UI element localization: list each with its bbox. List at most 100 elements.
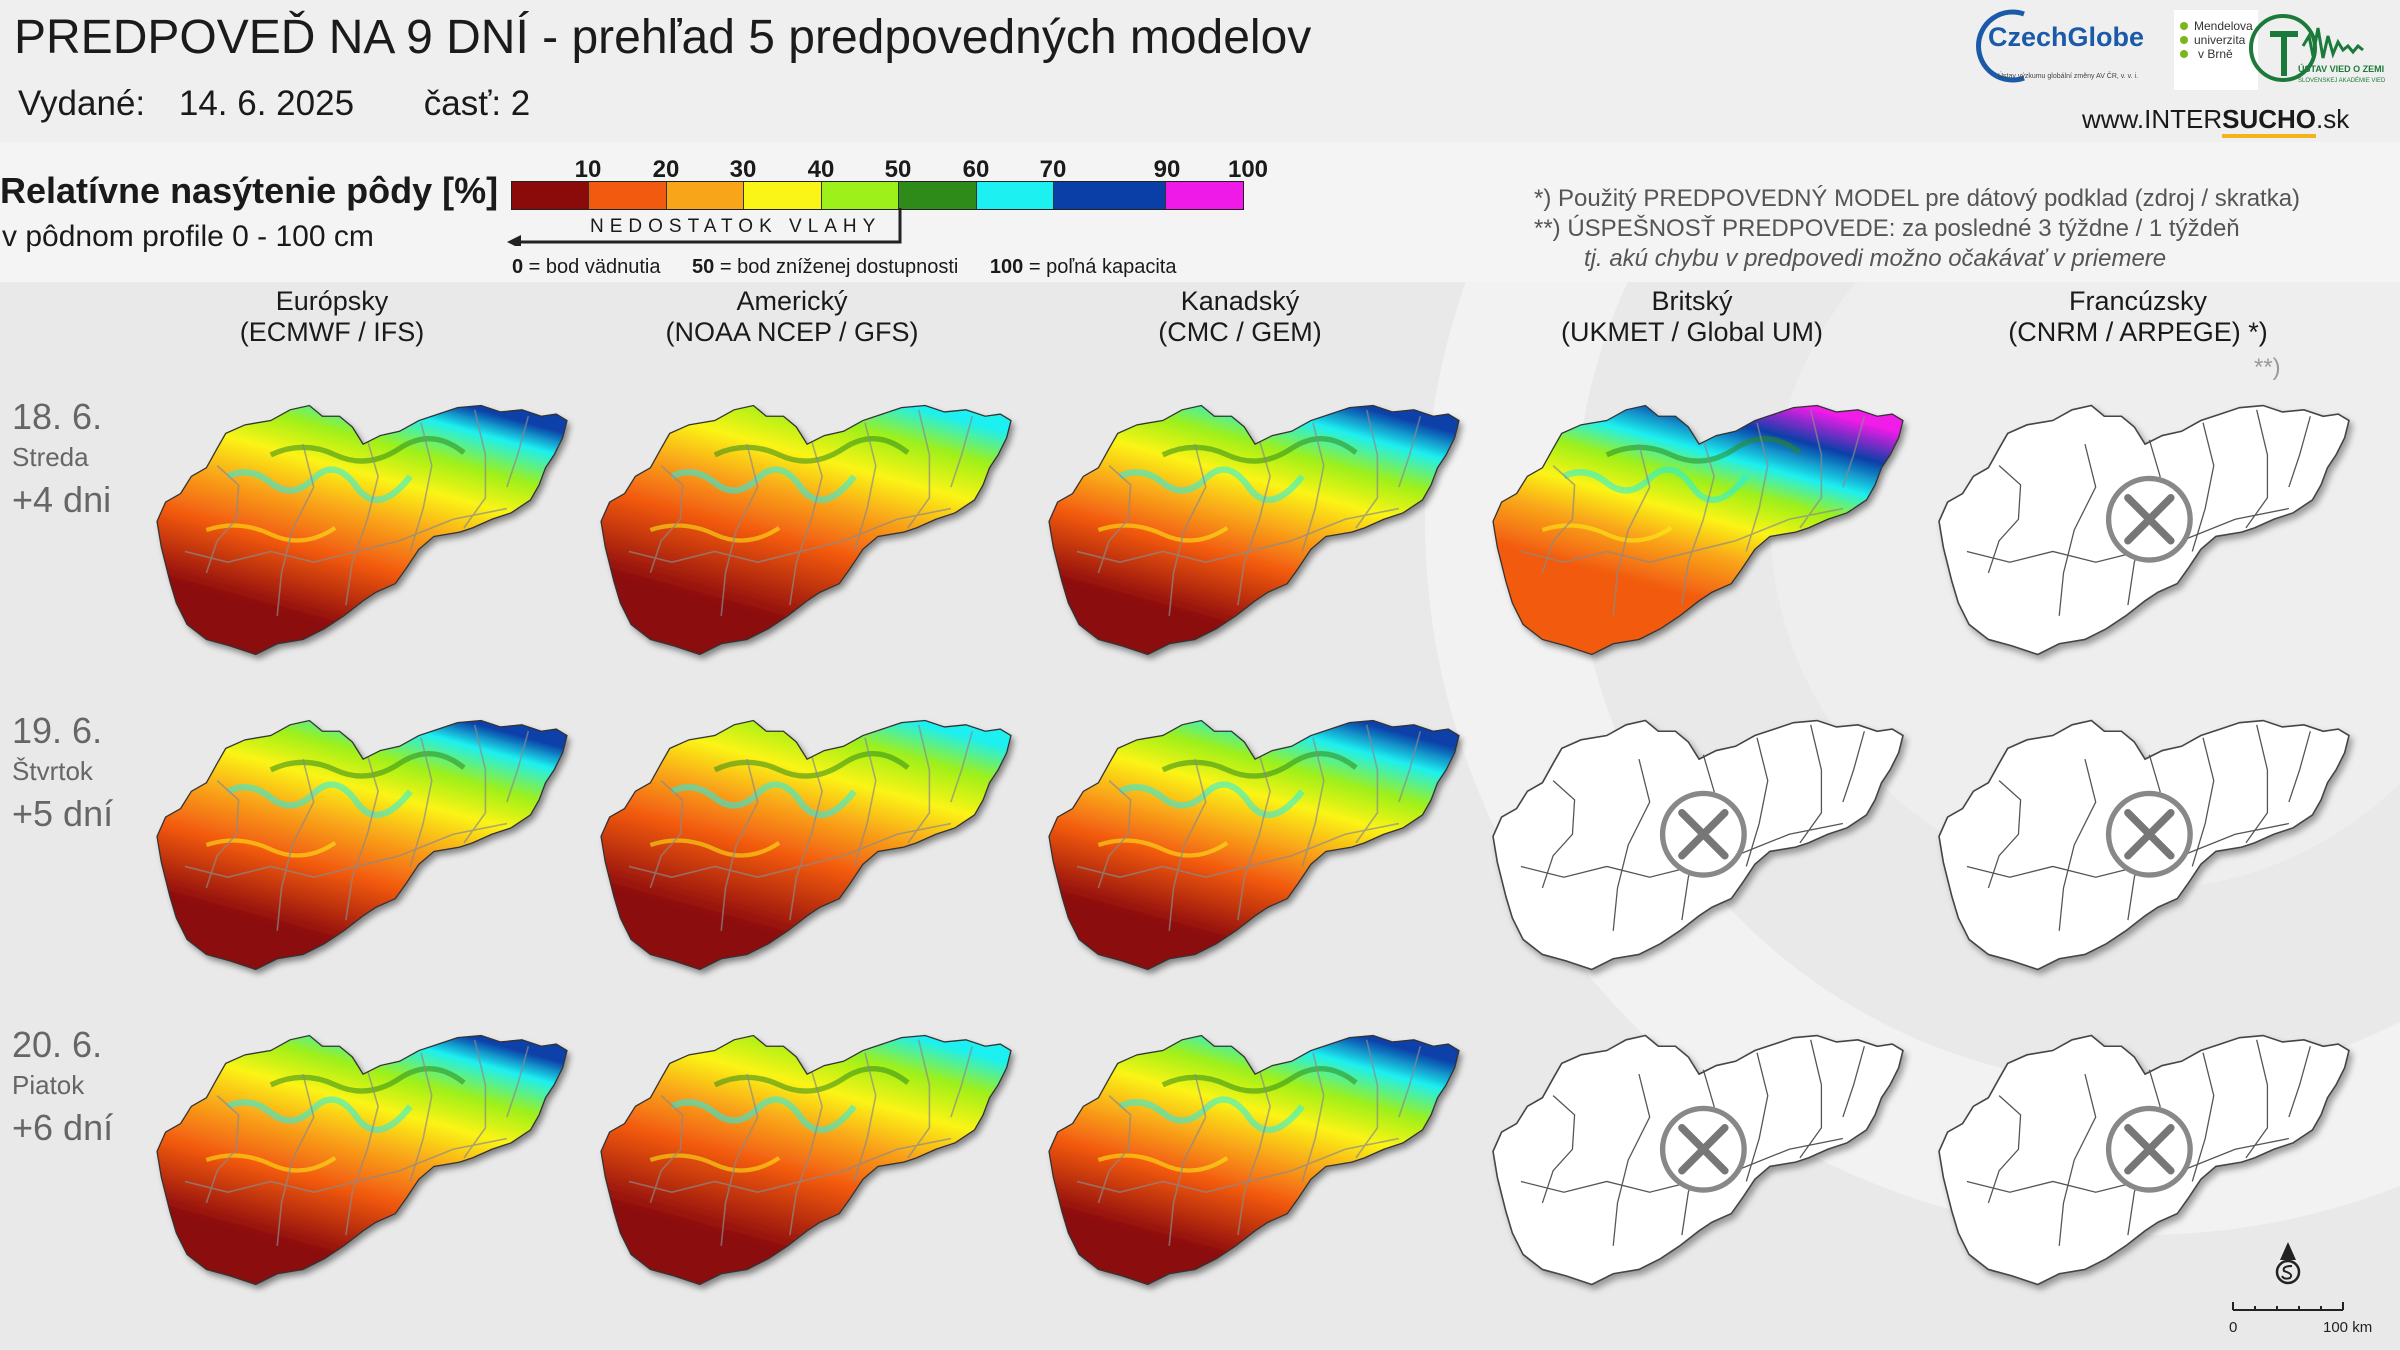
row-weekday: Piatok (12, 1070, 85, 1100)
color-class-90-100 (1166, 182, 1243, 209)
soil-saturation-map (156, 404, 568, 656)
tick-label: 50 (884, 156, 912, 183)
row-lead: +5 dní (12, 793, 114, 834)
column-name: Americký (736, 286, 848, 316)
def100-text: = poľná kapacita (1023, 256, 1177, 278)
czechglobe-text: CzechGlobe (1988, 22, 2144, 52)
unavailable-map (1492, 719, 1904, 971)
color-class-0-10 (512, 182, 589, 209)
tick-label: 30 (729, 156, 757, 183)
column-header-american: Americký (NOAA NCEP / GFS) (612, 286, 972, 348)
column-header-british: Britský (UKMET / Global UM) (1512, 286, 1872, 348)
unavailable-map (1492, 1034, 1904, 1286)
north-arrow-icon (2275, 1242, 2301, 1285)
column-name: Európsky (275, 286, 389, 316)
deficit-label: NEDOSTATOK VLAHY (590, 216, 882, 237)
row-weekday: Streda (12, 442, 89, 472)
color-class-50-60 (899, 182, 977, 209)
ustav-text: ÚSTAV VIED O ZEMI (2298, 63, 2384, 74)
row-weekday: Štvrtok (12, 756, 93, 786)
color-class-40-50 (822, 182, 899, 209)
row-date: 18. 6. (12, 396, 103, 437)
def50-num: 50 (692, 256, 715, 278)
ustav-vied-logo: ÚSTAV VIED O ZEMI SLOVENSKEJ AKADÉMIE VI… (2249, 14, 2386, 84)
column-model: (NOAA NCEP / GFS) (665, 317, 919, 347)
def0-text: = bod vädnutia (523, 256, 661, 278)
issued-info: Vydané: 14. 6. 2025 časť: 2 (18, 84, 554, 124)
row-date: 20. 6. (12, 1024, 103, 1065)
legend-band (0, 142, 2400, 282)
column-name: Kanadský (1180, 286, 1300, 316)
row-label-day1: 18. 6. Streda +4 dni (12, 396, 111, 521)
issued-label: Vydané: (18, 84, 146, 123)
row-label-day2: 19. 6. Štvrtok +5 dní (12, 710, 113, 835)
footnote-accuracy: **) ÚSPEŠNOSŤ PREDPOVEDE: za posledné 3 … (1534, 215, 2240, 242)
def0-num: 0 (512, 256, 524, 278)
footnotes: *) Použitý PREDPOVEDNÝ MODEL pre dátový … (1534, 184, 2300, 274)
soil-saturation-map (156, 1034, 568, 1286)
row-date: 19. 6. (12, 710, 103, 751)
tick-label: 100 (1227, 156, 1269, 183)
def50-text: = bod zníženej dostupnosti (714, 256, 959, 278)
soil-saturation-map (156, 719, 568, 971)
color-scale-bar (511, 181, 1244, 210)
color-class-30-40 (744, 182, 822, 209)
tick-label: 40 (807, 156, 835, 183)
soil-saturation-map (600, 1034, 1012, 1286)
column-header-canadian: Kanadský (CMC / GEM) (1060, 286, 1420, 348)
unavailable-x-icon (2105, 790, 2193, 878)
scale-zero: 0 (2229, 1319, 2237, 1336)
color-class-20-30 (667, 182, 744, 209)
deficit-arrow (507, 208, 902, 246)
color-class-60-70 (977, 182, 1054, 209)
ustav-subtext: SLOVENSKEJ AKADÉMIE VIED (2298, 77, 2386, 84)
row-lead: +6 dní (12, 1107, 114, 1148)
row-lead: +4 dni (12, 479, 112, 520)
color-class-10-20 (589, 182, 667, 209)
soil-saturation-map (600, 719, 1012, 971)
mendel-line2: univerzita (2194, 33, 2246, 47)
mendel-logo: Mendelova univerzita v Brně (2174, 10, 2258, 90)
soil-saturation-map (600, 404, 1012, 656)
url-suffix: .sk (2316, 104, 2350, 134)
scale-definitions: 0 = bod vädnutia 50 = bod zníženej dostu… (512, 256, 1202, 279)
legend-subtitle: v pôdnom profile 0 - 100 cm (2, 220, 374, 253)
row-label-day3: 20. 6. Piatok +6 dní (12, 1024, 113, 1149)
column-model: (CMC / GEM) (1158, 317, 1322, 347)
unavailable-x-icon (2105, 475, 2193, 563)
soil-saturation-map (1048, 719, 1460, 971)
part-label: časť: 2 (423, 84, 531, 123)
url-prefix: www.INTER (2082, 104, 2223, 134)
column-name: Francúzsky (2068, 286, 2208, 316)
tick-label: 70 (1039, 156, 1067, 183)
issued-date: 14. 6. 2025 (178, 84, 355, 123)
unavailable-map (1938, 1034, 2350, 1286)
unavailable-map (1938, 719, 2350, 971)
header-bar (0, 0, 2400, 142)
column-model: (UKMET / Global UM) (1560, 317, 1824, 347)
unavailable-x-icon (1659, 1105, 1747, 1193)
website-url[interactable]: www.INTERSUCHO.sk (2082, 104, 2350, 138)
mendel-line3: v Brně (2198, 47, 2233, 61)
partner-logos: CzechGlobe Ústav výzkumu globální změny … (1976, 9, 2386, 90)
page-title: PREDPOVEĎ NA 9 DNÍ - prehľad 5 predpoved… (14, 11, 1312, 64)
column-model: (CNRM / ARPEGE) *) (2008, 317, 2268, 347)
soil-saturation-map (1492, 404, 1904, 656)
unavailable-map (1938, 404, 2350, 656)
footnote-accuracy-detail: tj. akú chybu v predpovedi možno očakáva… (1584, 245, 2167, 272)
column-header-european: Európsky (ECMWF / IFS) (152, 286, 512, 348)
czechglobe-subtext: Ústav výzkumu globální změny AV ČR, v. v… (1998, 71, 2138, 80)
tick-label: 10 (574, 156, 602, 183)
legend-title: Relatívne nasýtenie pôdy [%] (0, 170, 499, 211)
column-header-french: Francúzsky (CNRM / ARPEGE) *) (1958, 286, 2318, 348)
map-scale: 0 100 km (2229, 1242, 2372, 1336)
soil-saturation-map (1048, 404, 1460, 656)
footnote-model: *) Použitý PREDPOVEDNÝ MODEL pre dátový … (1534, 185, 2301, 212)
def100-num: 100 (989, 256, 1024, 278)
tick-label: 90 (1153, 156, 1181, 183)
column-model: (ECMWF / IFS) (239, 317, 425, 347)
color-class-70-90 (1054, 182, 1166, 209)
column-name: Britský (1651, 286, 1733, 316)
scale-end: 100 km (2323, 1319, 2372, 1336)
url-bold: SUCHO (2222, 104, 2317, 138)
